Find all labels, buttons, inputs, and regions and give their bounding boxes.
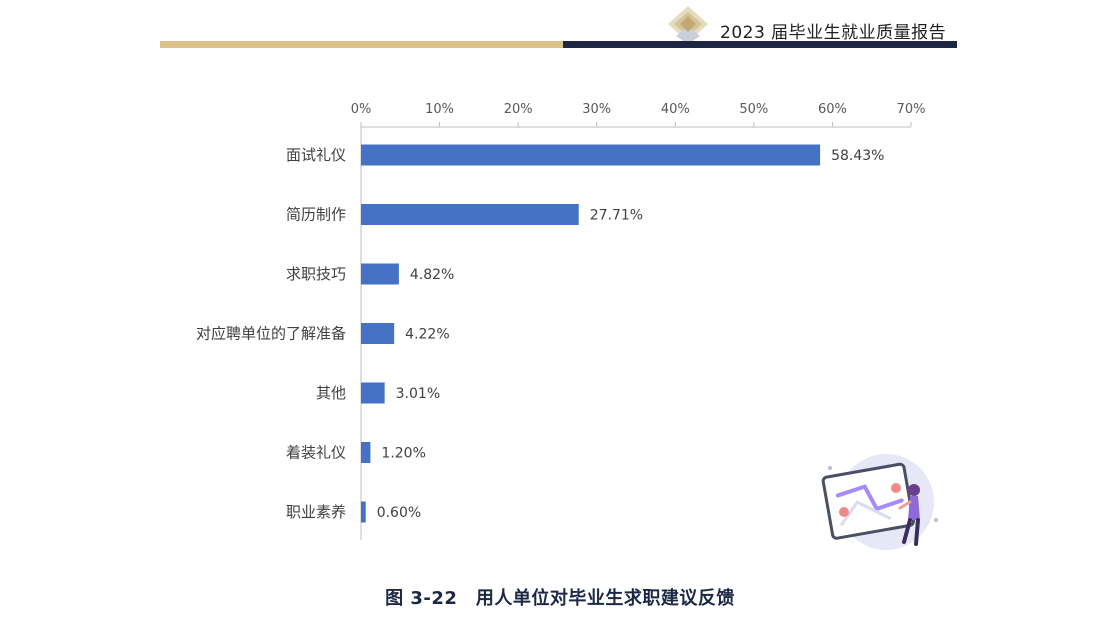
bar-chart: 0% 10% 20% 30% 40% 50% 60% 70% 面试礼仪 58.43% 简历制作 27.… xyxy=(196,102,926,540)
category-label: 其他 xyxy=(316,384,346,402)
x-tick-label: 10% xyxy=(425,102,454,117)
header-band-gold xyxy=(160,41,563,48)
data-label: 4.82% xyxy=(410,267,454,283)
data-label: 27.71% xyxy=(590,208,643,224)
report-logo-icon xyxy=(662,4,714,48)
data-label: 3.01% xyxy=(396,386,440,402)
figure-caption: 图 3-22 用人单位对毕业生求职建议反馈 xyxy=(385,588,735,609)
category-label: 职业素养 xyxy=(286,503,346,521)
bar xyxy=(361,382,385,404)
category-label: 面试礼仪 xyxy=(286,146,346,164)
x-tick-label: 40% xyxy=(661,102,690,117)
data-label: 0.60% xyxy=(377,505,421,521)
map-navigation-illustration xyxy=(818,450,943,559)
bar xyxy=(361,263,399,285)
header-band-navy xyxy=(563,41,957,48)
x-tick-label: 30% xyxy=(582,102,611,117)
data-label: 58.43% xyxy=(831,148,884,164)
x-tick-label: 50% xyxy=(739,102,768,117)
bar xyxy=(361,323,395,344)
report-title: 2023 届毕业生就业质量报告 xyxy=(720,23,947,43)
bar xyxy=(361,501,366,523)
bar xyxy=(361,204,579,225)
bar xyxy=(361,442,371,463)
category-label: 简历制作 xyxy=(286,206,346,224)
category-label: 求职技巧 xyxy=(286,265,346,283)
x-tick-label: 0% xyxy=(351,102,372,117)
x-tick-label: 70% xyxy=(897,102,926,117)
x-tick-label: 20% xyxy=(504,102,533,117)
x-tick-label: 60% xyxy=(818,102,847,117)
category-label: 对应聘单位的了解准备 xyxy=(196,325,346,343)
data-label: 1.20% xyxy=(381,446,425,462)
category-label: 着装礼仪 xyxy=(286,444,346,462)
data-label: 4.22% xyxy=(405,327,449,343)
bar xyxy=(361,144,821,166)
